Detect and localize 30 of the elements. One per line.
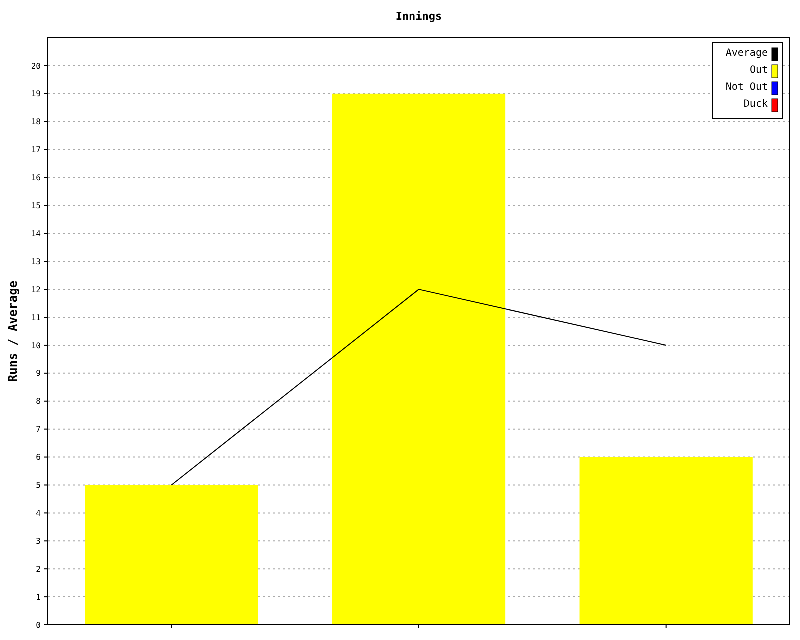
y-tick-label: 4 bbox=[36, 508, 42, 518]
y-tick-label: 13 bbox=[31, 257, 42, 266]
y-tick-label: 9 bbox=[36, 369, 42, 378]
y-tick-label: 6 bbox=[36, 453, 42, 462]
y-tick-label: 3 bbox=[36, 536, 42, 546]
y-tick-label: 8 bbox=[36, 397, 42, 406]
legend-label: Not Out bbox=[726, 82, 768, 93]
y-axis-title: Runs / Average bbox=[6, 280, 20, 382]
bar bbox=[85, 485, 258, 625]
y-tick-label: 19 bbox=[31, 90, 42, 99]
y-tick-label: 18 bbox=[31, 118, 42, 127]
y-tick-label: 5 bbox=[36, 481, 42, 490]
bar bbox=[580, 457, 753, 625]
y-tick-label: 14 bbox=[31, 229, 42, 238]
y-tick-label: 1 bbox=[36, 592, 42, 602]
y-tick-label: 11 bbox=[31, 313, 42, 322]
y-tick-label: 17 bbox=[31, 146, 42, 155]
y-tick-label: 16 bbox=[31, 174, 42, 183]
y-tick-label: 0 bbox=[36, 620, 42, 630]
y-tick-label: 15 bbox=[31, 202, 42, 211]
y-tick-label: 20 bbox=[31, 62, 42, 71]
y-tick-label: 12 bbox=[31, 285, 42, 294]
legend-label: Duck bbox=[744, 99, 768, 110]
y-tick-label: 2 bbox=[36, 564, 42, 574]
legend-label: Average bbox=[726, 48, 768, 59]
y-tick-label: 7 bbox=[36, 425, 42, 434]
chart-title: Innings bbox=[396, 10, 442, 23]
bar bbox=[332, 94, 506, 625]
y-tick-label: 10 bbox=[31, 341, 42, 350]
legend-label: Out bbox=[750, 65, 768, 76]
